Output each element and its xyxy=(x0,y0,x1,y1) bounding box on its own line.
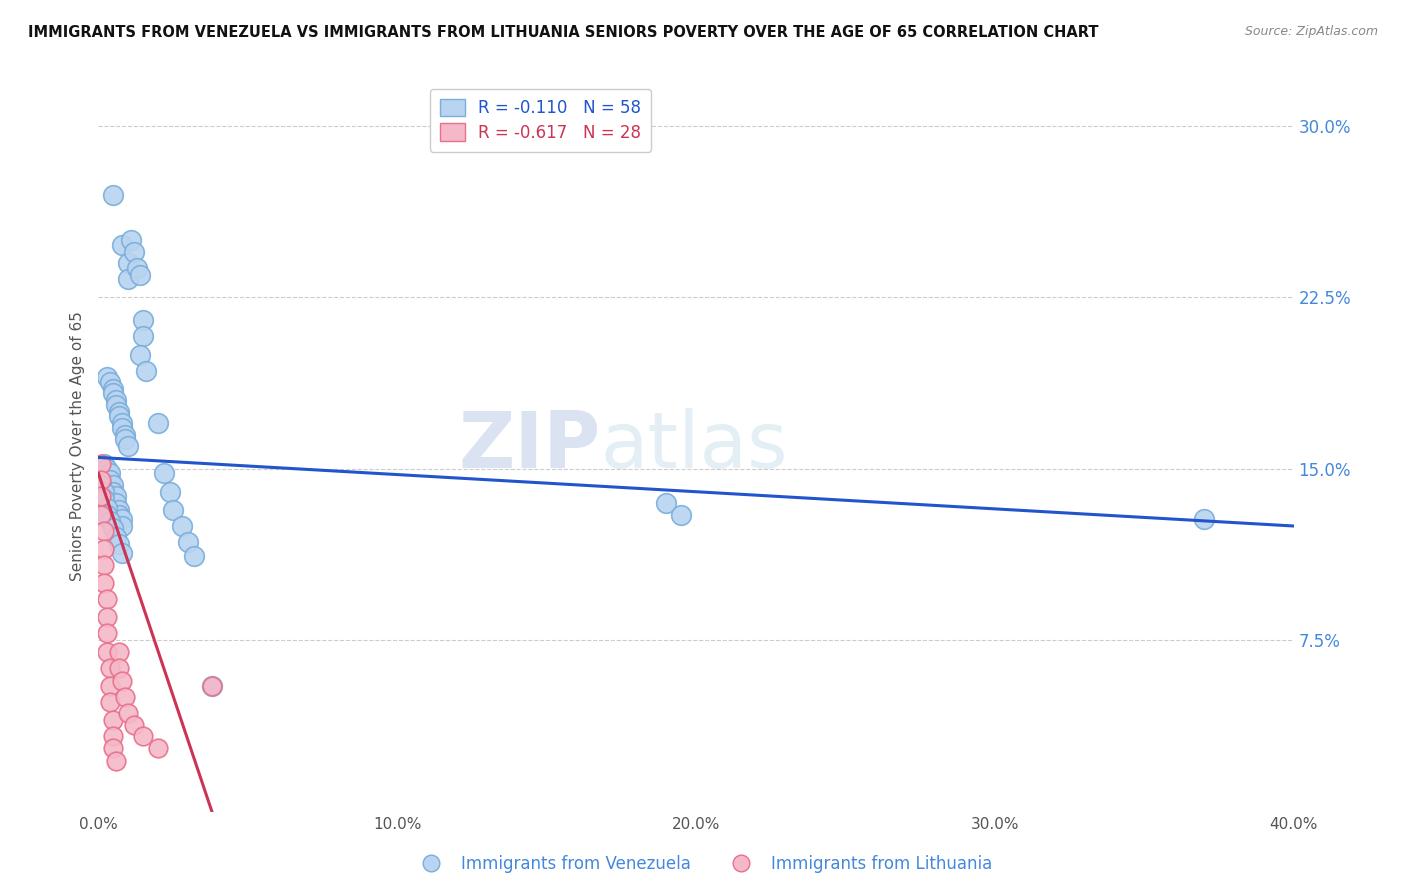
Point xyxy=(201,679,224,693)
Point xyxy=(96,592,118,607)
Point xyxy=(124,244,146,259)
Point xyxy=(159,484,181,499)
Point xyxy=(103,740,125,755)
Point xyxy=(96,610,118,624)
Legend: R = -0.110   N = 58, R = -0.617   N = 28: R = -0.110 N = 58, R = -0.617 N = 28 xyxy=(430,88,651,152)
Point xyxy=(108,645,131,659)
Point xyxy=(124,718,146,732)
Point xyxy=(98,375,122,389)
Point xyxy=(111,674,134,689)
Point xyxy=(96,462,118,476)
Point xyxy=(108,409,131,424)
Point xyxy=(103,521,125,535)
Point xyxy=(135,363,157,377)
Point xyxy=(111,421,134,435)
Point xyxy=(148,740,170,755)
Point xyxy=(103,484,125,499)
Point xyxy=(132,329,155,343)
Point xyxy=(114,432,136,446)
Point xyxy=(103,729,125,743)
Point xyxy=(162,503,184,517)
Point xyxy=(93,458,115,472)
Point xyxy=(201,679,224,693)
Point xyxy=(105,398,128,412)
Point xyxy=(90,478,112,492)
Point xyxy=(93,541,115,556)
Point xyxy=(96,370,118,384)
Point xyxy=(111,238,134,252)
Legend: Immigrants from Venezuela, Immigrants from Lithuania: Immigrants from Venezuela, Immigrants fr… xyxy=(408,848,998,880)
Point xyxy=(103,187,125,202)
Point xyxy=(98,467,122,481)
Point xyxy=(132,313,155,327)
Point xyxy=(105,393,128,408)
Point xyxy=(108,508,131,522)
Point xyxy=(111,546,134,560)
Point xyxy=(103,382,125,396)
Point xyxy=(132,729,155,743)
Point xyxy=(93,524,115,538)
Point xyxy=(93,576,115,591)
Text: ZIP: ZIP xyxy=(458,408,600,484)
Point xyxy=(90,508,112,522)
Point xyxy=(655,496,678,510)
Point xyxy=(105,530,128,544)
Point xyxy=(98,695,122,709)
Y-axis label: Seniors Poverty Over the Age of 65: Seniors Poverty Over the Age of 65 xyxy=(69,311,84,581)
Text: Source: ZipAtlas.com: Source: ZipAtlas.com xyxy=(1244,25,1378,38)
Point xyxy=(96,645,118,659)
Point xyxy=(117,272,139,286)
Point xyxy=(98,679,122,693)
Point xyxy=(103,714,125,728)
Point xyxy=(129,347,152,362)
Point xyxy=(1192,512,1215,526)
Point xyxy=(103,478,125,492)
Point xyxy=(93,484,115,499)
Point xyxy=(105,489,128,503)
Point xyxy=(172,519,194,533)
Point xyxy=(90,458,112,472)
Point xyxy=(111,519,134,533)
Point xyxy=(98,515,122,529)
Point xyxy=(153,467,176,481)
Point xyxy=(96,508,118,522)
Point xyxy=(93,491,115,506)
Point xyxy=(117,256,139,270)
Point xyxy=(111,416,134,430)
Point xyxy=(117,706,139,721)
Point xyxy=(108,661,131,675)
Point xyxy=(96,500,118,515)
Point xyxy=(177,535,200,549)
Point xyxy=(108,503,131,517)
Point xyxy=(98,661,122,675)
Point xyxy=(129,268,152,282)
Point xyxy=(108,405,131,419)
Point xyxy=(120,233,142,247)
Point xyxy=(148,416,170,430)
Point xyxy=(114,690,136,705)
Point xyxy=(90,473,112,487)
Point xyxy=(90,489,112,503)
Point xyxy=(108,537,131,551)
Text: atlas: atlas xyxy=(600,408,787,484)
Point xyxy=(105,496,128,510)
Point xyxy=(105,755,128,769)
Point xyxy=(117,439,139,453)
Point xyxy=(93,558,115,572)
Point xyxy=(183,549,205,563)
Text: IMMIGRANTS FROM VENEZUELA VS IMMIGRANTS FROM LITHUANIA SENIORS POVERTY OVER THE : IMMIGRANTS FROM VENEZUELA VS IMMIGRANTS … xyxy=(28,25,1098,40)
Point xyxy=(98,473,122,487)
Point xyxy=(114,427,136,442)
Point xyxy=(127,260,149,275)
Point xyxy=(103,386,125,401)
Point xyxy=(669,508,692,522)
Point xyxy=(96,626,118,640)
Point xyxy=(111,512,134,526)
